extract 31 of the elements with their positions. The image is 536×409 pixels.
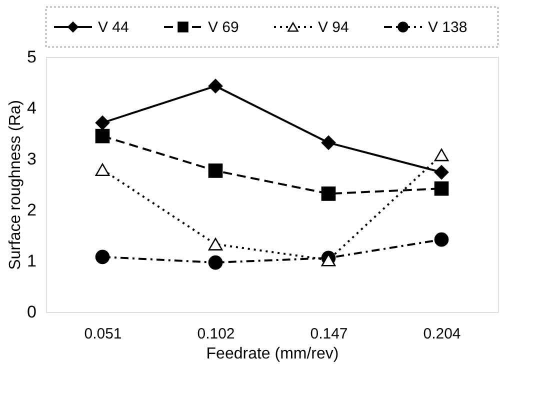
x-tick-label: 0.147 [310,326,348,342]
point [208,164,223,178]
legend-label: V 94 [318,19,349,36]
point [95,250,110,264]
point [434,181,449,196]
y-tick-label: 2 [27,200,36,220]
y-tick-label: 1 [27,252,36,270]
y-tick-label: 4 [27,98,36,118]
y-axis-title: Surface roughness (Ra) [7,100,24,270]
legend-label: V 44 [98,19,129,36]
y-tick-label: 0 [27,302,36,322]
point [208,255,223,270]
point [434,165,449,180]
y-tick-label: 5 [27,48,36,66]
point [95,128,110,144]
point [95,163,110,176]
point [321,186,336,201]
x-tick-label: 0.051 [84,326,122,342]
y-tick-label: 3 [27,150,36,168]
legend-label: V 138 [428,19,468,36]
point [321,136,336,150]
x-axis-title: Feedrate (mm/rev) [206,346,339,362]
point [95,116,110,130]
x-tick-label: 0.102 [197,326,235,342]
point [321,254,336,266]
point [434,148,449,162]
point [208,78,223,94]
x-tick-label: 0.204 [423,326,461,342]
point [208,238,223,250]
legend-label: V 69 [208,19,239,36]
point [434,232,449,247]
